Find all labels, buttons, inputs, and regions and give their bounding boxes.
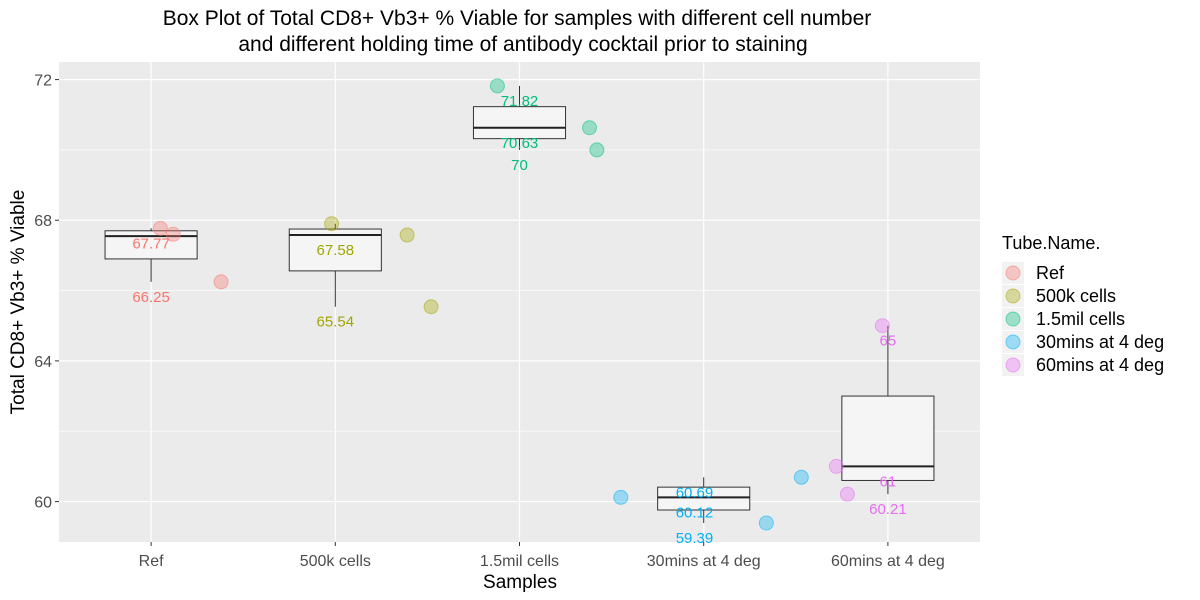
data-label: 71.82 [501, 93, 539, 110]
data-label: 65 [880, 333, 897, 350]
data-label: 67.58 [317, 242, 355, 259]
data-point [581, 120, 597, 136]
legend-key-bg [1002, 308, 1024, 330]
data-point [758, 515, 774, 531]
legend-label: 1.5mil cells [1036, 309, 1125, 329]
legend-key [1005, 288, 1021, 304]
legend-label: Ref [1036, 263, 1065, 283]
data-point [839, 486, 855, 502]
legend-label: 60mins at 4 deg [1036, 355, 1164, 375]
data-point [423, 299, 439, 315]
legend-key [1005, 334, 1021, 350]
data-point [152, 220, 168, 236]
box-rect [472, 106, 567, 140]
x-tick-label: 500k cells [300, 553, 371, 570]
y-tick-label: 60 [34, 495, 52, 512]
data-label: 60.21 [869, 501, 907, 518]
data-label: 66.25 [132, 289, 170, 306]
boxes-layer [104, 85, 935, 524]
legend-label: 500k cells [1036, 286, 1116, 306]
data-point [165, 226, 181, 242]
legend-key [1005, 311, 1021, 327]
box-rect [657, 486, 751, 511]
data-label: 70 [511, 157, 528, 174]
chart-title-line-1: Box Plot of Total CD8+ Vb3+ % Viable for… [163, 7, 872, 30]
legend-key-bg [1002, 285, 1024, 307]
x-tick-label: 30mins at 4 deg [647, 553, 761, 570]
data-point [613, 489, 629, 505]
x-axis: Ref 500k cells 1.5mil cells 30mins at 4 deg… [139, 542, 945, 570]
legend-key-bg [1002, 331, 1024, 353]
legend-title: Tube.Name. [1002, 233, 1100, 253]
y-tick-label: 68 [34, 213, 52, 230]
chart-title-line-2: and different holding time of antibody c… [238, 33, 807, 56]
data-point [213, 274, 229, 290]
data-label: 70.63 [501, 135, 539, 152]
y-tick-label: 72 [34, 73, 52, 90]
points-layer [152, 78, 890, 531]
data-point [793, 469, 809, 485]
legend-key-bg [1002, 354, 1024, 376]
box-rect [841, 395, 935, 481]
data-point [399, 227, 415, 243]
x-tick-label: Ref [139, 553, 164, 570]
data-label: 60.69 [676, 484, 714, 501]
data-label: 61 [880, 473, 897, 490]
data-label: 65.54 [317, 314, 355, 331]
data-point [874, 318, 890, 334]
y-tick-label: 64 [34, 354, 52, 371]
data-point [324, 216, 340, 232]
legend-key [1005, 265, 1021, 281]
data-point [489, 78, 505, 94]
data-label: 59.39 [676, 530, 714, 547]
y-axis-title: Total CD8+ Vb3+ % Viable [8, 190, 29, 415]
x-tick-label: 60mins at 4 deg [831, 553, 945, 570]
legend: Tube.Name. Ref 500k cells 1.5mil cells 30mi… [1002, 233, 1164, 376]
x-tick-label: 1.5mil cells [480, 553, 559, 570]
data-point [828, 458, 844, 474]
data-label: 60.12 [676, 504, 714, 521]
data-point [589, 142, 605, 158]
x-axis-title: Samples [483, 572, 557, 593]
legend-key-bg [1002, 262, 1024, 284]
legend-label: 30mins at 4 deg [1036, 332, 1164, 352]
data-label: 67.77 [132, 235, 170, 252]
legend-key [1005, 357, 1021, 373]
y-axis: 60 64 68 72 [34, 73, 59, 512]
